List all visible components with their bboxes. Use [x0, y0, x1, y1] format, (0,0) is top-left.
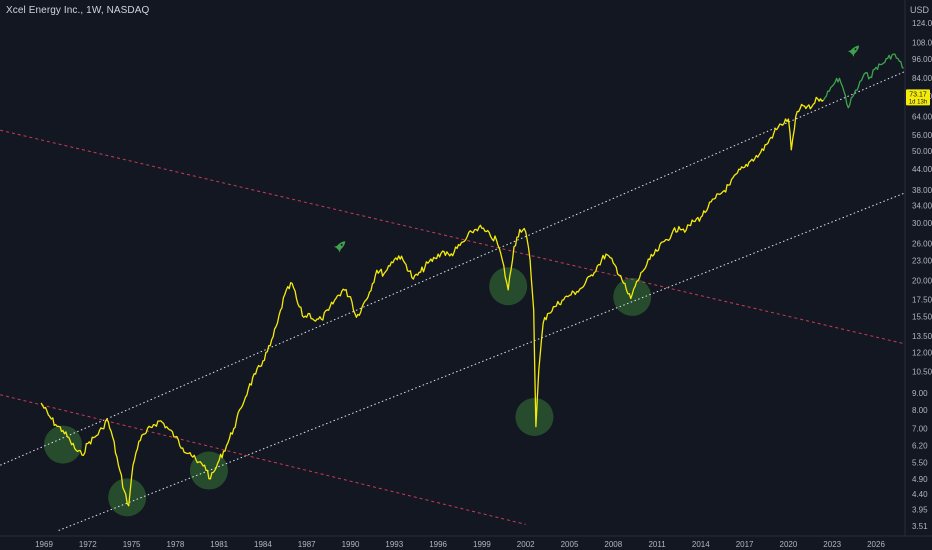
- x-axis-tick-label: 2014: [692, 540, 710, 549]
- last-price-badge: [906, 89, 930, 106]
- price-series-line: [40, 96, 824, 507]
- y-axis-tick-label: 96.00: [912, 55, 932, 64]
- x-axis-tick-label: 1969: [35, 540, 53, 549]
- y-axis-tick-label: 12.00: [912, 349, 932, 358]
- y-axis-tick-label: 26.00: [912, 239, 932, 248]
- y-axis-tick-label: 50.00: [912, 147, 932, 156]
- y-axis-tick-label: 4.40: [912, 490, 928, 499]
- x-axis-tick-label: 2023: [823, 540, 841, 549]
- x-axis-tick-label: 1975: [123, 540, 141, 549]
- currency-label: USD: [910, 5, 930, 15]
- y-axis-tick-label: 44.00: [912, 165, 932, 174]
- x-axis-tick-label: 2020: [780, 540, 798, 549]
- x-axis-tick-label: 1996: [429, 540, 447, 549]
- highlight-circle: [515, 397, 554, 436]
- y-axis-tick-label: 4.90: [912, 475, 928, 484]
- y-axis-tick-label: 7.00: [912, 425, 928, 434]
- bar-countdown: 1d 13h: [909, 99, 927, 105]
- chart-title: Xcel Energy Inc., 1W, NASDAQ: [6, 5, 150, 16]
- channel-trendline: [58, 192, 905, 531]
- y-axis-tick-label: 20.00: [912, 277, 932, 286]
- x-axis-tick-label: 2011: [648, 540, 666, 549]
- y-axis-tick-label: 34.00: [912, 202, 932, 211]
- y-axis-tick-label: 5.50: [912, 459, 928, 468]
- x-axis-tick-label: 2002: [517, 540, 535, 549]
- y-axis-tick-label: 23.00: [912, 257, 932, 266]
- rocket-icon: [847, 45, 860, 57]
- x-axis-tick-label: 1990: [342, 540, 360, 549]
- x-axis-tick-label: 1972: [79, 540, 97, 549]
- y-axis-tick-label: 13.50: [912, 332, 932, 341]
- y-axis-tick-label: 10.50: [912, 367, 932, 376]
- highlight-circle: [613, 277, 652, 316]
- y-axis-tick-label: 3.95: [912, 505, 928, 514]
- resistance-trendline: [0, 129, 905, 345]
- x-axis-tick-label: 1987: [298, 540, 316, 549]
- x-axis-tick-label: 2005: [561, 540, 579, 549]
- y-axis-tick-label: 84.00: [912, 74, 932, 83]
- x-axis-tick-label: 1981: [210, 540, 228, 549]
- y-axis-tick-label: 9.00: [912, 389, 928, 398]
- y-axis-tick-label: 56.00: [912, 131, 932, 140]
- x-axis-tick-label: 1993: [385, 540, 403, 549]
- y-axis-tick-label: 38.00: [912, 186, 932, 195]
- x-axis-tick-label: 1978: [167, 540, 185, 549]
- x-axis-tick-label: 2017: [736, 540, 754, 549]
- y-axis-tick-label: 8.00: [912, 406, 928, 415]
- y-axis-tick-label: 30.00: [912, 219, 932, 228]
- channel-trendline: [0, 70, 905, 466]
- x-axis-tick-label: 1984: [254, 540, 272, 549]
- rocket-icon: [333, 241, 346, 253]
- x-axis-tick-label: 1999: [473, 540, 491, 549]
- y-axis-tick-label: 6.20: [912, 442, 928, 451]
- y-axis-tick-label: 124.00: [912, 19, 932, 28]
- y-axis-tick-label: 15.50: [912, 312, 932, 321]
- y-axis-tick-label: 17.50: [912, 295, 932, 304]
- x-axis-tick-label: 2008: [604, 540, 622, 549]
- y-axis-tick-label: 64.00: [912, 112, 932, 121]
- highlight-circle: [43, 425, 82, 464]
- y-axis-tick-label: 3.51: [912, 522, 928, 531]
- resistance-trendline: [0, 394, 526, 525]
- last-price-value: 73.17: [909, 91, 927, 98]
- y-axis-tick-label: 108.00: [912, 39, 932, 48]
- highlight-circle: [108, 478, 147, 517]
- projection-series-line: [822, 53, 904, 109]
- x-axis-tick-label: 2026: [867, 540, 885, 549]
